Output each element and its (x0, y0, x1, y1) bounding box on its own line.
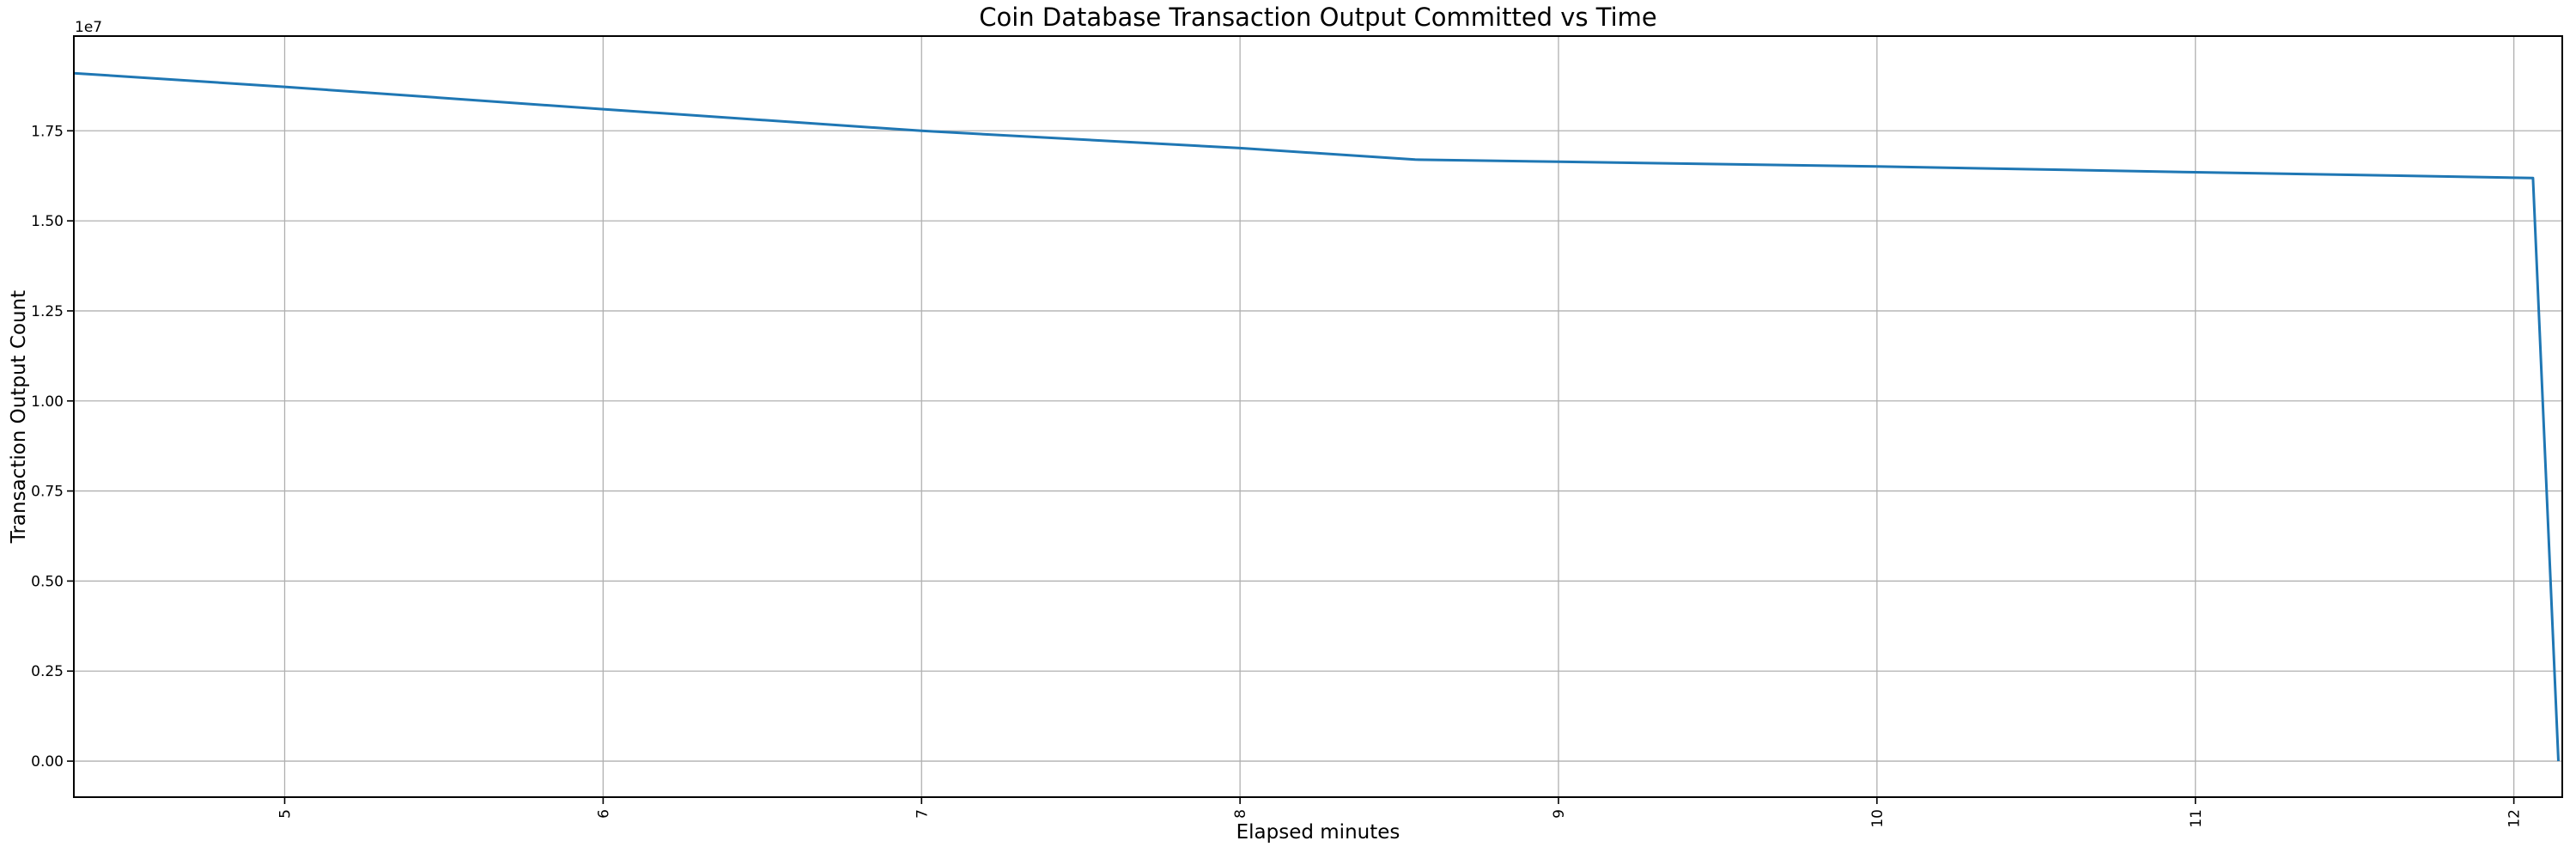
y-tick-label: 0.00 (31, 753, 64, 771)
x-tick-label: 10 (1869, 809, 1886, 828)
x-tick-label: 6 (595, 809, 612, 819)
x-tick-label: 12 (2506, 809, 2524, 828)
y-tick-label: 1.75 (31, 123, 64, 140)
y-tick-label: 0.50 (31, 573, 64, 590)
y-axis-offset-label: 1e7 (75, 19, 103, 36)
x-tick-label: 11 (2188, 809, 2205, 828)
y-tick-label: 1.50 (31, 213, 64, 230)
x-axis-label: Elapsed minutes (1236, 821, 1400, 844)
data-line-transaction-output-count (73, 71, 2560, 762)
x-tick-label: 8 (1232, 809, 1249, 819)
y-tick-label: 0.25 (31, 663, 64, 680)
y-tick-label: 1.00 (31, 393, 64, 411)
x-tick-label: 7 (914, 809, 931, 819)
y-tick-label: 1.25 (31, 303, 64, 320)
x-tick-label: 9 (1551, 809, 1568, 819)
chart-title: Coin Database Transaction Output Committ… (979, 3, 1657, 32)
y-tick-label: 0.75 (31, 484, 64, 501)
x-tick-label: 5 (277, 809, 295, 819)
axes-spines (73, 35, 2563, 798)
